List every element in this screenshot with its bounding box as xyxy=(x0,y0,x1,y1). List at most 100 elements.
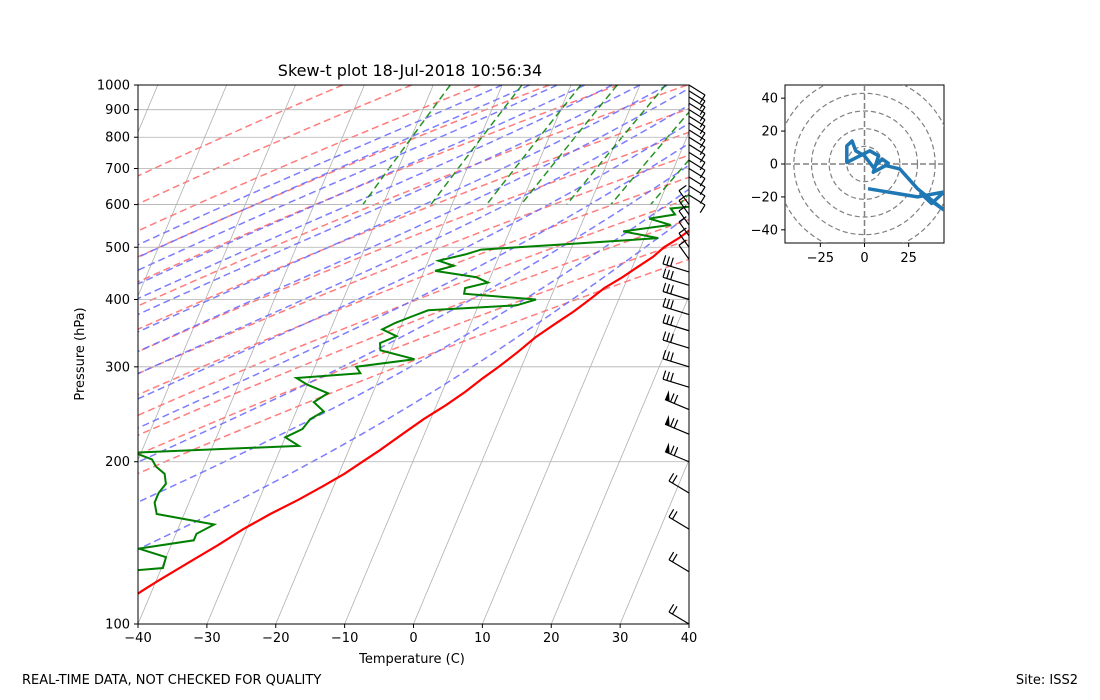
wind-barb-shaft xyxy=(688,136,706,148)
moist-adiabat-line xyxy=(138,85,586,285)
wind-barb-tick xyxy=(670,300,674,310)
wind-barb-tick xyxy=(662,282,667,292)
wind-barb xyxy=(668,472,690,494)
wind-barb xyxy=(668,551,690,573)
y-tick-label: 1000 xyxy=(97,79,130,94)
hodograph-y-tick-label: −40 xyxy=(751,223,778,238)
wind-barb-shaft xyxy=(688,90,706,102)
wind-barb-tick xyxy=(678,216,687,223)
x-tick-label: 10 xyxy=(474,631,491,646)
wind-barb xyxy=(688,167,706,187)
wind-barb xyxy=(662,297,690,316)
wind-barb-shaft xyxy=(688,109,706,121)
wind-barb-tick xyxy=(670,285,674,295)
wind-barb xyxy=(688,176,706,195)
dry-adiabat-line xyxy=(138,85,481,232)
wind-barb-tick xyxy=(669,445,675,455)
x-tick-label: −40 xyxy=(124,631,151,646)
wind-barb-tick xyxy=(670,257,674,267)
hodograph-y-tick-label: 40 xyxy=(761,92,778,107)
wind-barbs xyxy=(662,84,706,625)
skewt-x-axis: −40 −30 −20 −10 0 10 20 30 40 xyxy=(124,624,697,646)
wind-barb-tick xyxy=(678,239,687,246)
dry-adiabat-line xyxy=(138,85,412,205)
wind-barb-tick xyxy=(670,372,674,382)
dry-adiabat-line xyxy=(138,85,619,283)
x-tick-label: −10 xyxy=(331,631,358,646)
wind-barb-tick xyxy=(673,394,679,404)
moist-adiabat-line xyxy=(138,142,689,429)
mixing-ratio-line xyxy=(610,111,689,206)
moist-adiabat-line xyxy=(138,85,613,300)
wind-barb-tick xyxy=(699,146,706,156)
wind-barb xyxy=(664,442,690,463)
wind-barb-tick xyxy=(671,511,678,520)
wind-barb-shaft xyxy=(668,559,690,573)
wind-barb-flag xyxy=(665,442,670,454)
dry-adiabat-line xyxy=(138,258,689,475)
wind-barb-shaft xyxy=(688,176,706,188)
wind-barb xyxy=(688,109,706,128)
wind-barb xyxy=(664,390,690,411)
dry-adiabat-line xyxy=(138,218,689,437)
skewt-y-label: Pressure (hPa) xyxy=(73,307,88,400)
wind-barb-shaft xyxy=(688,194,706,206)
moist-adiabat-line xyxy=(138,214,689,551)
dry-adiabat-line xyxy=(138,85,550,258)
isotherm-line xyxy=(619,458,689,624)
hodograph: −25 0 25 40 20 0 −20 −40 xyxy=(751,84,945,266)
y-tick-label: 300 xyxy=(105,360,130,375)
y-tick-label: 900 xyxy=(105,103,130,118)
wind-barb-shaft xyxy=(688,115,706,127)
moist-adiabat-line xyxy=(138,85,531,259)
wind-barb xyxy=(678,239,690,260)
y-tick-label: 600 xyxy=(105,198,130,213)
wind-barb-tick xyxy=(666,298,671,308)
wind-barb-tick xyxy=(699,125,706,135)
wind-barb-tick xyxy=(699,139,706,148)
hodograph-x-tick-label: 25 xyxy=(900,251,917,266)
wind-barb xyxy=(678,216,690,237)
wind-barb-flag xyxy=(665,414,670,427)
mixing-ratio-line xyxy=(362,85,451,206)
dry-adiabat-line xyxy=(138,197,689,417)
wind-barb-shaft xyxy=(662,290,690,301)
hodograph-rings xyxy=(785,85,944,243)
dry-adiabat-line xyxy=(138,107,689,331)
wind-barb-tick xyxy=(699,106,706,115)
wind-barb-tick xyxy=(678,194,687,202)
wind-barb xyxy=(688,115,706,135)
wind-barb-tick xyxy=(668,551,675,561)
wind-barb xyxy=(662,331,690,349)
moist-adiabat-line xyxy=(138,188,689,503)
wind-barb xyxy=(688,102,706,122)
y-tick-label: 500 xyxy=(105,241,130,256)
wind-barb xyxy=(662,350,690,368)
x-tick-label: 20 xyxy=(543,631,560,646)
wind-barb-shaft xyxy=(688,84,706,96)
hodograph-ring xyxy=(828,128,901,200)
wind-barb-tick xyxy=(662,370,667,380)
x-tick-label: −30 xyxy=(193,631,220,646)
wind-barb-tick xyxy=(673,447,679,456)
wind-barb-tick xyxy=(671,606,678,615)
isotherm-line xyxy=(275,85,503,624)
wind-barb-shaft xyxy=(664,398,690,411)
wind-barb-shaft xyxy=(664,451,690,463)
skewt-background-lines xyxy=(138,85,689,624)
wind-barb-tick xyxy=(666,371,671,381)
wind-barb xyxy=(688,185,706,204)
wind-barb-tick xyxy=(699,204,706,213)
wind-barb-tick xyxy=(699,100,706,109)
isotherm-line xyxy=(138,85,365,624)
wind-barb-shaft xyxy=(678,244,690,260)
wind-barb-shaft xyxy=(662,339,690,349)
wind-barb xyxy=(688,96,706,115)
x-tick-label: 30 xyxy=(612,631,629,646)
wind-barb-tick xyxy=(668,509,675,518)
wind-barb-shaft xyxy=(688,122,706,134)
wind-barb xyxy=(678,227,690,248)
isotherm-line xyxy=(206,85,434,624)
dewpoint-profile-line xyxy=(138,205,689,572)
